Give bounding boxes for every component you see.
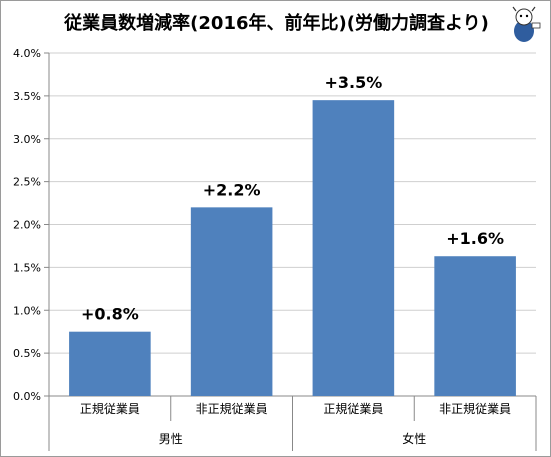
y-tick-label: 3.0%: [13, 133, 41, 146]
y-tick-label: 2.0%: [13, 219, 41, 232]
y-tick-label: 0.0%: [13, 390, 41, 403]
y-tick-label: 0.5%: [13, 347, 41, 360]
x-category-label: 非正規従業員: [439, 401, 511, 416]
y-tick-label: 2.5%: [13, 176, 41, 189]
y-tick-label: 4.0%: [13, 47, 41, 60]
data-label: +1.6%: [446, 229, 504, 248]
x-group-label: 女性: [402, 431, 426, 446]
x-category-label: 非正規従業員: [196, 401, 268, 416]
x-category-label: 正規従業員: [323, 401, 383, 416]
bar: [69, 331, 151, 396]
y-tick-label: 1.0%: [13, 304, 41, 317]
mascot-logo: [512, 6, 541, 42]
y-tick-label: 3.5%: [13, 90, 41, 103]
chart-title: 従業員数増減率(2016年、前年比)(労働力調査より): [64, 13, 489, 34]
data-label: +3.5%: [324, 73, 382, 92]
x-category-label: 正規従業員: [80, 401, 140, 416]
bar: [190, 207, 273, 396]
bar: [434, 256, 516, 396]
data-label: +0.8%: [81, 305, 139, 324]
y-tick-label: 1.5%: [13, 261, 41, 274]
data-label: +2.2%: [203, 180, 261, 199]
bar: [312, 100, 395, 396]
x-group-label: 男性: [159, 432, 183, 446]
